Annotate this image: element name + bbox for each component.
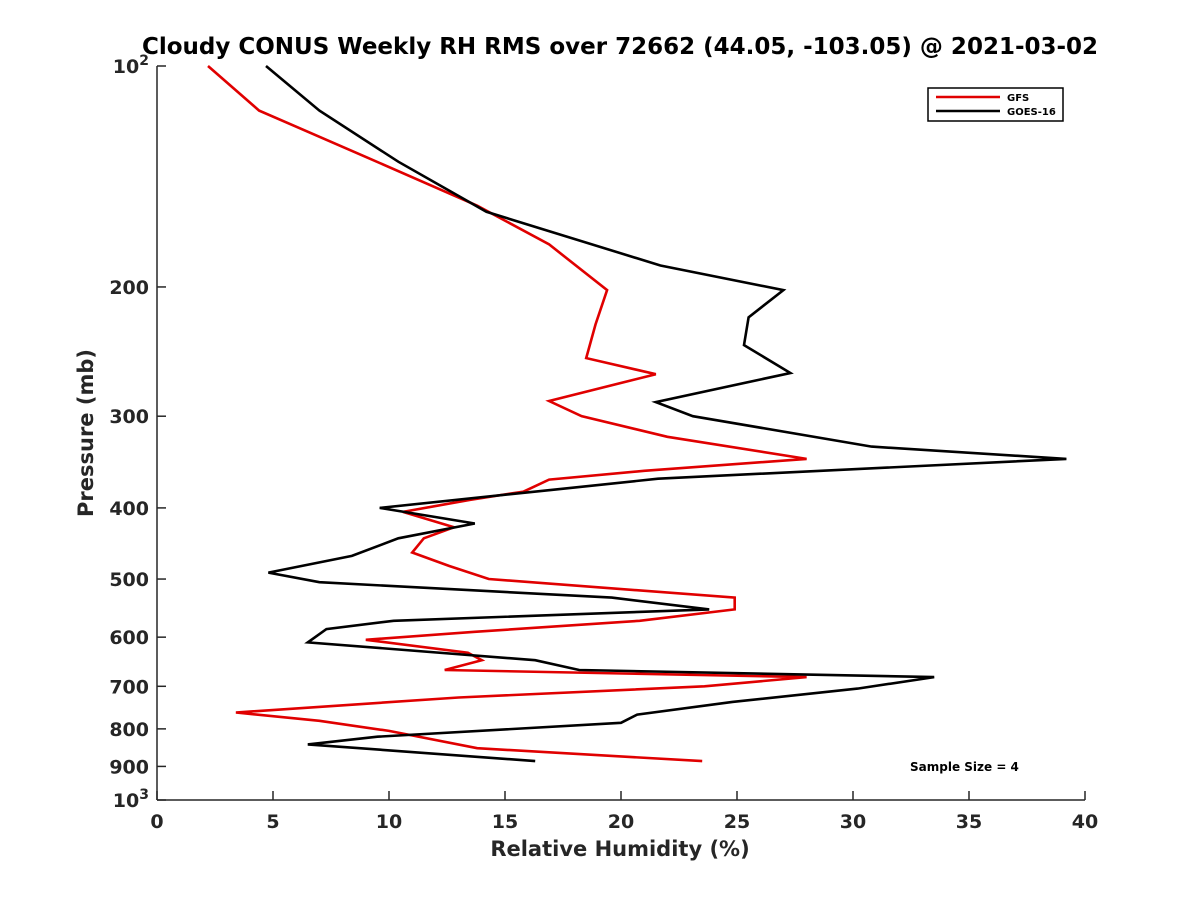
x-tick-label: 5 [266,811,279,833]
x-tick-label: 30 [840,811,866,833]
y-axis-label: Pressure (mb) [74,349,98,517]
y-tick-label: 900 [109,756,149,778]
x-tick-label: 10 [376,811,402,833]
legend: GFS GOES-16 [927,87,1064,122]
y-tick-label: 700 [109,676,149,698]
legend-label: GOES-16 [1007,107,1056,118]
y-tick-label: 800 [109,719,149,741]
sample-size-annotation: Sample Size = 4 [910,760,1019,774]
legend-box [927,87,1064,122]
y-tick-label: 500 [109,569,149,591]
series-line-goes-16 [265,65,1067,763]
x-tick-label: 20 [608,811,634,833]
chart-title: Cloudy CONUS Weekly RH RMS over 72662 (4… [142,34,1098,60]
y-tick-label: 400 [109,498,149,520]
x-tick-label: 40 [1072,811,1098,833]
axes-layer: 0 5 10 15 20 25 30 35 40 102 200 300 400 500 600 700 800… [109,53,1098,833]
y-tick-label: 200 [109,277,149,299]
x-tick-label: 15 [492,811,518,833]
x-tick-label: 35 [956,811,982,833]
series-layer [207,65,1067,763]
y-tick-label: 300 [109,406,149,428]
x-tick-label: 0 [150,811,163,833]
x-axis-label: Relative Humidity (%) [490,837,749,861]
y-tick-label: 103 [113,787,149,812]
x-tick-label: 25 [724,811,750,833]
y-tick-label: 600 [109,627,149,649]
series-line-gfs [207,65,807,763]
legend-label: GFS [1007,93,1029,104]
y-tick-label: 102 [113,53,149,78]
